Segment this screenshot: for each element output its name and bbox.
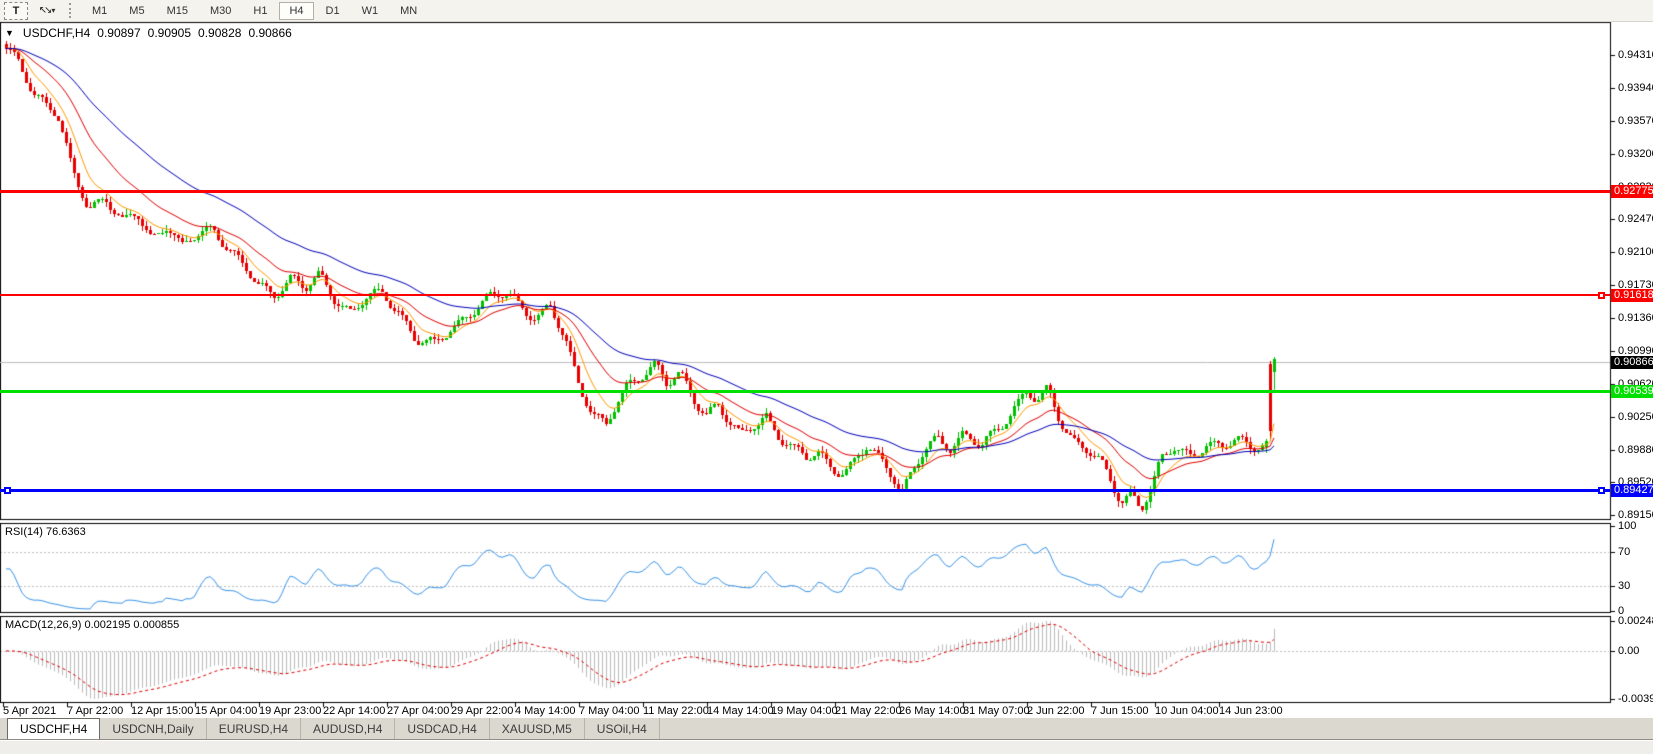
- arrow-objects-icon: ↖↘: [38, 5, 53, 16]
- status-bar: [0, 741, 1653, 754]
- tf-button-h4[interactable]: H4: [279, 1, 314, 20]
- date-tick-label: 21 May 22:00: [835, 705, 902, 717]
- symbol-dropdown-icon[interactable]: ▼: [5, 28, 14, 38]
- line-handle[interactable]: [1598, 487, 1605, 494]
- symbol-tab-bar: USDCHF,H4 USDCNH,Daily EURUSD,H4 AUDUSD,H4 U…: [0, 718, 1653, 740]
- arrow-objects-button[interactable]: ↖↘ ▾: [31, 2, 63, 20]
- date-tick-label: 19 Apr 23:00: [259, 705, 322, 717]
- chart-title: ▼ USDCHF,H4 0.90897 0.90905 0.90828 0.90…: [5, 26, 292, 40]
- hline-price-label: 0.89427: [1611, 484, 1653, 497]
- date-tick-label: 10 Jun 04:00: [1155, 705, 1219, 717]
- tf-button-d1[interactable]: D1: [325, 4, 340, 17]
- ohlc-low: 0.90828: [198, 26, 242, 40]
- chevron-down-icon: ▾: [51, 6, 56, 15]
- tab-usdcnh-daily[interactable]: USDCNH,Daily: [100, 718, 207, 739]
- date-tick-label: 31 May 07:00: [963, 705, 1030, 717]
- date-tick-label: 7 Jun 15:00: [1091, 705, 1149, 717]
- timeframe-button-group: M1 M5 M15 M30 H1 H4 D1 W1 MN: [81, 1, 428, 20]
- line-handle[interactable]: [1598, 292, 1605, 299]
- text-tool-button[interactable]: T: [4, 1, 28, 20]
- ohlc-close: 0.90866: [248, 26, 292, 40]
- macd-tick-label: 0.002487: [1618, 615, 1653, 627]
- date-tick-label: 22 Apr 14:00: [323, 705, 386, 717]
- chart-symbol-period: USDCHF,H4: [22, 26, 91, 40]
- line-handle[interactable]: [4, 487, 11, 494]
- ohlc-open: 0.90897: [97, 26, 141, 40]
- hline-price-label: 0.90539: [1611, 385, 1653, 398]
- date-tick-label: 14 Jun 23:00: [1219, 705, 1283, 717]
- hline-price-label: 0.92775: [1611, 185, 1653, 198]
- tab-audusd-h4[interactable]: AUDUSD,H4: [301, 718, 396, 739]
- macd-indicator-label: MACD(12,26,9) 0.002195 0.000855: [5, 619, 180, 631]
- macd-tick-label: -0.00394: [1618, 693, 1653, 705]
- date-tick-label: 27 Apr 04:00: [387, 705, 450, 717]
- ohlc-high: 0.90905: [147, 26, 192, 40]
- tab-eurusd-h4[interactable]: EURUSD,H4: [207, 718, 302, 739]
- rsi-indicator-label: RSI(14) 76.6363: [5, 526, 86, 538]
- date-tick-label: 15 Apr 04:00: [195, 705, 258, 717]
- date-tick-label: 7 May 04:00: [579, 705, 640, 717]
- horizontal-line-0.90539[interactable]: [0, 390, 1610, 393]
- date-tick-label: 12 Apr 15:00: [131, 705, 194, 717]
- toolbar-grip[interactable]: [69, 3, 77, 18]
- date-tick-label: 5 Apr 2021: [3, 705, 57, 717]
- date-tick-label: 26 May 14:00: [899, 705, 966, 717]
- date-tick-label: 7 Apr 22:00: [67, 705, 124, 717]
- rsi-tick-label: 100: [1618, 520, 1637, 532]
- hline-price-label: 0.91618: [1611, 289, 1653, 302]
- horizontal-line-0.89427[interactable]: [0, 489, 1610, 492]
- date-tick-label: 4 May 14:00: [515, 705, 576, 717]
- date-tick-label: 2 Jun 22:00: [1027, 705, 1085, 717]
- rsi-tick-label: 30: [1618, 579, 1631, 592]
- tf-button-m15[interactable]: M15: [166, 4, 188, 17]
- rsi-tick-label: 0: [1618, 605, 1625, 617]
- tf-button-m30[interactable]: M30: [209, 4, 232, 17]
- tf-button-w1[interactable]: W1: [361, 4, 379, 17]
- tf-button-h1[interactable]: H1: [253, 4, 268, 17]
- date-tick-label: 11 May 22:00: [643, 705, 709, 717]
- tab-xauusd-m5[interactable]: XAUUSD,M5: [490, 718, 585, 739]
- macd-tick-label: 0.00: [1618, 645, 1640, 658]
- tf-button-m5[interactable]: M5: [129, 4, 145, 17]
- tab-usdchf-h4[interactable]: USDCHF,H4: [7, 718, 101, 739]
- top-toolbar: T ↖↘ ▾ M1 M5 M15 M30 H1 H4 D1 W1 MN: [0, 0, 1653, 22]
- tab-usdcad-h4[interactable]: USDCAD,H4: [395, 718, 490, 739]
- horizontal-line-0.91618[interactable]: [0, 294, 1610, 296]
- current-price-label: 0.90866: [1611, 356, 1653, 369]
- tab-usoil-h4[interactable]: USOil,H4: [585, 718, 660, 739]
- date-tick-label: 14 May 14:00: [707, 705, 774, 717]
- rsi-tick-label: 70: [1618, 545, 1631, 558]
- horizontal-line-0.92775[interactable]: [0, 190, 1610, 193]
- tf-button-mn[interactable]: MN: [400, 4, 418, 17]
- date-tick-label: 29 Apr 22:00: [451, 705, 514, 717]
- date-tick-label: 19 May 04:00: [771, 705, 838, 717]
- tf-button-m1[interactable]: M1: [92, 4, 108, 17]
- price-tick-label: 0.89150: [1618, 509, 1653, 522]
